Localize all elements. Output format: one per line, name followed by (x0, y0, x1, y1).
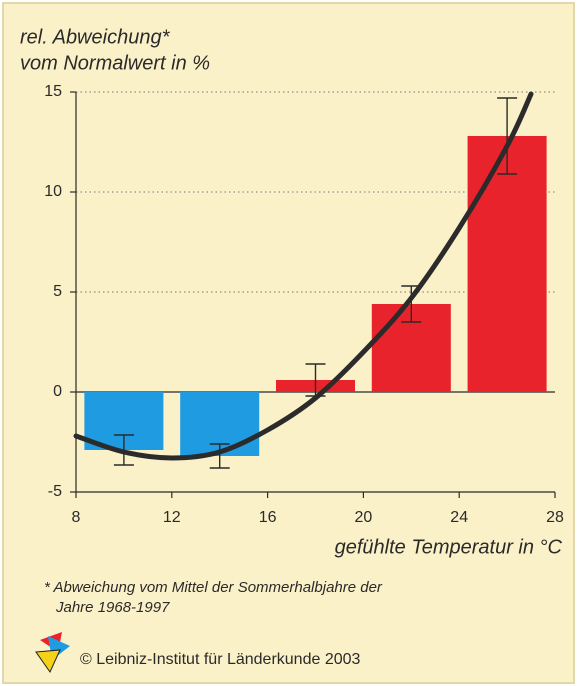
x-tick-label: 12 (163, 509, 181, 526)
x-tick-label: 20 (355, 509, 373, 526)
x-tick-label: 8 (72, 509, 81, 526)
copyright: © Leibniz-Institut für Länderkunde 2003 (80, 651, 361, 668)
bar (467, 136, 547, 392)
y-tick-label: 15 (44, 83, 62, 100)
footnote: * Abweichung vom Mittel der Sommerhalbja… (44, 579, 383, 596)
y-axis-label: rel. Abweichung* (20, 26, 171, 48)
footnote: Jahre 1968-1997 (55, 599, 170, 616)
x-axis-label: gefühlte Temperatur in °C (335, 536, 563, 558)
y-tick-label: 0 (53, 383, 62, 400)
trend-curve (73, 91, 534, 461)
y-axis-label: vom Normalwert in % (20, 52, 210, 74)
x-tick-label: 24 (450, 509, 468, 526)
y-tick-label: 10 (44, 183, 62, 200)
logo (35, 632, 70, 674)
x-tick-label: 16 (259, 509, 277, 526)
y-tick-label: 5 (53, 283, 62, 300)
y-tick-label: -5 (48, 483, 62, 500)
x-tick-label: 28 (546, 509, 564, 526)
